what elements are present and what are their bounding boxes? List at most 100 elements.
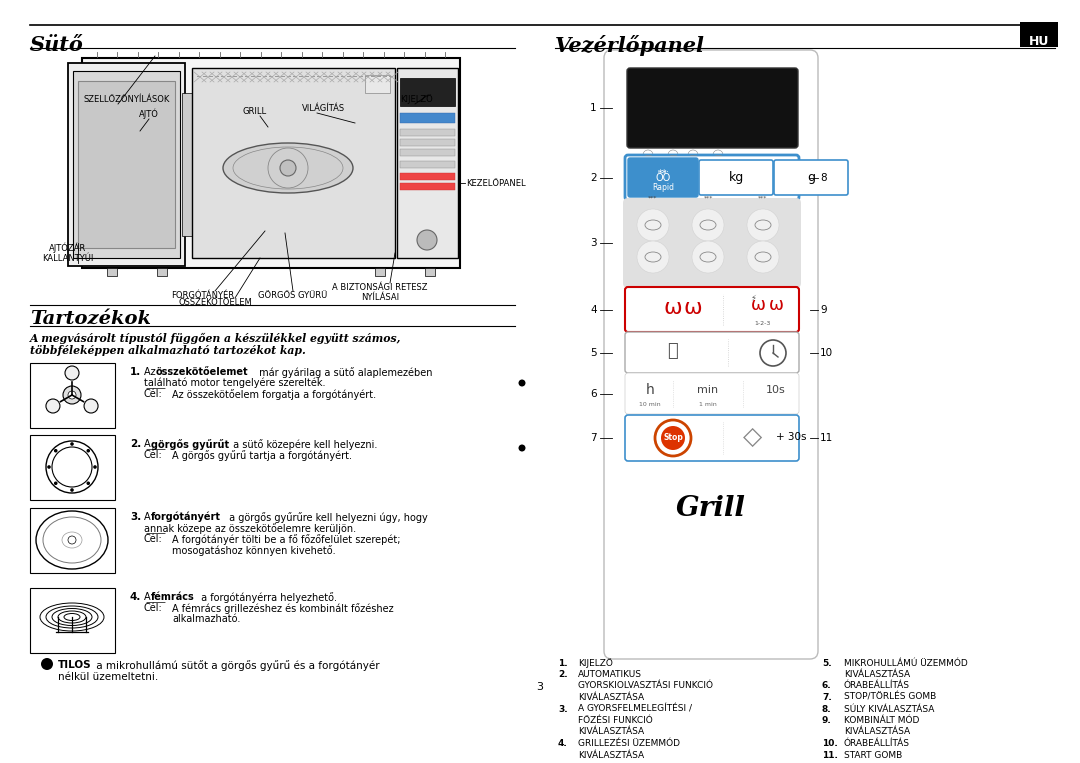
Text: 11: 11 bbox=[820, 433, 834, 443]
Text: fémrács: fémrács bbox=[151, 592, 194, 602]
Text: Sütő: Sütő bbox=[30, 35, 84, 55]
Bar bbox=[397, 68, 458, 258]
Text: A: A bbox=[144, 439, 153, 449]
Text: Rapid: Rapid bbox=[652, 183, 674, 192]
Text: Cél:: Cél: bbox=[144, 450, 163, 460]
Text: A megvásárolt típustól függően a készülékkel együtt számos,: A megvásárolt típustól függően a készülé… bbox=[30, 333, 402, 344]
Text: A: A bbox=[144, 512, 153, 522]
Circle shape bbox=[280, 160, 296, 176]
Text: 3: 3 bbox=[590, 238, 596, 248]
Text: + 30s: + 30s bbox=[777, 432, 807, 442]
Text: 8.: 8. bbox=[822, 704, 832, 713]
Text: FŐZÉSI FUNKCIÓ: FŐZÉSI FUNKCIÓ bbox=[578, 716, 652, 725]
FancyBboxPatch shape bbox=[699, 160, 773, 195]
Text: ÖSSZEKÖTŐELEM: ÖSSZEKÖTŐELEM bbox=[178, 298, 252, 307]
Text: 3: 3 bbox=[537, 682, 543, 692]
Bar bbox=[82, 58, 460, 268]
Text: GÖRGŐS GYŰRŰ: GÖRGŐS GYŰRŰ bbox=[258, 291, 327, 300]
Bar bbox=[30, 588, 114, 653]
Text: összekötőelemet: összekötőelemet bbox=[156, 367, 248, 377]
Text: 6.: 6. bbox=[822, 681, 832, 691]
Text: 6: 6 bbox=[590, 389, 596, 399]
Circle shape bbox=[86, 449, 90, 452]
Text: AJTÓ: AJTÓ bbox=[139, 108, 159, 119]
Text: Stop: Stop bbox=[663, 433, 683, 443]
Circle shape bbox=[63, 386, 81, 404]
Text: Tartozékok: Tartozékok bbox=[30, 310, 151, 328]
FancyBboxPatch shape bbox=[774, 160, 848, 195]
Text: KIVÁLASZTÁSA: KIVÁLASZTÁSA bbox=[578, 751, 644, 759]
Text: 8: 8 bbox=[820, 173, 826, 183]
Bar bbox=[400, 183, 455, 190]
Circle shape bbox=[65, 366, 79, 380]
Circle shape bbox=[93, 465, 97, 468]
Bar bbox=[400, 161, 455, 168]
Text: 10s: 10s bbox=[766, 385, 786, 395]
Bar bbox=[426, 268, 435, 276]
Text: 7.: 7. bbox=[822, 693, 832, 702]
Text: 10 min: 10 min bbox=[639, 402, 661, 407]
Text: 2.: 2. bbox=[558, 670, 568, 679]
Text: A GYORSFELMELEGÍTÉSI /: A GYORSFELMELEGÍTÉSI / bbox=[578, 704, 692, 713]
Text: ***: *** bbox=[758, 196, 768, 201]
Text: görgős gyűrűt: görgős gyűrűt bbox=[151, 439, 229, 450]
Circle shape bbox=[637, 209, 669, 241]
Text: ⛽: ⛽ bbox=[667, 342, 678, 360]
Bar bbox=[30, 363, 114, 428]
Text: 4.: 4. bbox=[130, 592, 141, 602]
Text: 1.: 1. bbox=[130, 367, 141, 377]
Text: MIKROHULLÁMÚ ÜZEMMÓD: MIKROHULLÁMÚ ÜZEMMÓD bbox=[843, 658, 968, 668]
Text: ÓRABEÁLLÍTÁS: ÓRABEÁLLÍTÁS bbox=[843, 681, 910, 691]
Text: TILOS: TILOS bbox=[58, 660, 92, 670]
Text: 1-2-3: 1-2-3 bbox=[755, 321, 771, 326]
Circle shape bbox=[692, 241, 724, 273]
Text: 5: 5 bbox=[590, 348, 596, 358]
Text: kg: kg bbox=[728, 172, 744, 185]
Text: 9: 9 bbox=[820, 305, 826, 315]
FancyBboxPatch shape bbox=[625, 155, 799, 200]
Text: többféleképpen alkalmazható tartozékot kap.: többféleképpen alkalmazható tartozékot k… bbox=[30, 345, 306, 356]
Bar bbox=[400, 173, 455, 180]
Circle shape bbox=[54, 481, 57, 485]
Text: h: h bbox=[646, 383, 654, 397]
Text: Cél:: Cél: bbox=[144, 534, 163, 544]
Text: Grill: Grill bbox=[676, 494, 746, 521]
Bar bbox=[107, 268, 117, 276]
Text: 1.: 1. bbox=[558, 658, 568, 668]
Text: nélkül üzemeltetni.: nélkül üzemeltetni. bbox=[58, 672, 159, 682]
Text: min: min bbox=[698, 385, 718, 395]
Circle shape bbox=[46, 399, 60, 413]
Bar bbox=[400, 78, 455, 106]
Circle shape bbox=[417, 230, 437, 250]
Text: ω: ω bbox=[684, 298, 702, 318]
Text: Cél:: Cél: bbox=[144, 389, 163, 399]
Bar bbox=[365, 75, 390, 93]
Text: KIJELZŐ: KIJELZŐ bbox=[578, 658, 612, 668]
Text: 11.: 11. bbox=[822, 751, 838, 759]
Text: KIVÁLASZTÁSA: KIVÁLASZTÁSA bbox=[578, 727, 644, 736]
Text: 1: 1 bbox=[590, 103, 596, 113]
Text: GRILL: GRILL bbox=[243, 107, 267, 116]
Circle shape bbox=[654, 420, 691, 456]
Text: 2.: 2. bbox=[130, 439, 141, 449]
Circle shape bbox=[518, 445, 526, 452]
Text: 3.: 3. bbox=[558, 704, 568, 713]
Text: KIJELZŐ: KIJELZŐ bbox=[400, 94, 433, 104]
Circle shape bbox=[747, 209, 779, 241]
FancyBboxPatch shape bbox=[625, 332, 799, 373]
Circle shape bbox=[86, 481, 90, 485]
Circle shape bbox=[41, 658, 53, 670]
Bar bbox=[68, 63, 185, 266]
Text: a forgótányérra helyezhető.: a forgótányérra helyezhető. bbox=[198, 592, 337, 603]
Text: 9.: 9. bbox=[822, 716, 832, 725]
Circle shape bbox=[518, 379, 526, 387]
Text: AJTÓZÁR
KALLANTYÚI: AJTÓZÁR KALLANTYÚI bbox=[42, 243, 94, 263]
Bar bbox=[30, 435, 114, 500]
Text: 4.: 4. bbox=[558, 739, 568, 748]
Text: 7: 7 bbox=[590, 433, 596, 443]
Bar bbox=[400, 149, 455, 156]
Text: 1 min: 1 min bbox=[699, 402, 717, 407]
Bar bbox=[78, 81, 175, 248]
Text: annak közepe az összekötőelemre kerüljön.: annak közepe az összekötőelemre kerüljön… bbox=[144, 523, 356, 534]
Bar bbox=[157, 268, 167, 276]
